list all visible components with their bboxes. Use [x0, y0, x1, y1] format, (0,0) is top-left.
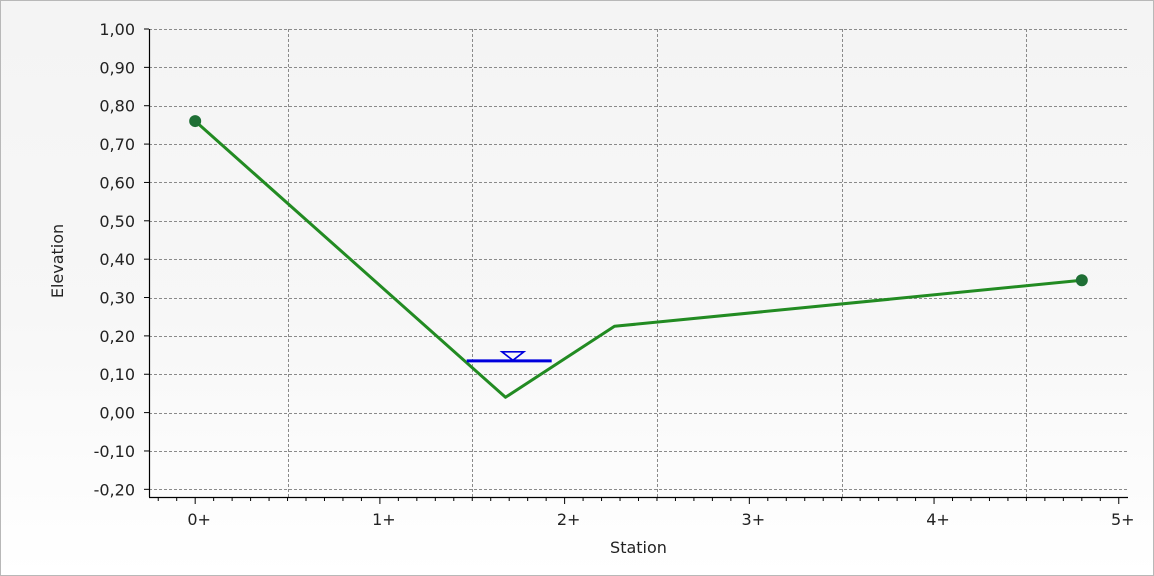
- ground-profile-line: [194, 119, 1082, 399]
- x-tick-labels: 0+ 1+ 2+ 3+ 4+ 5+: [187, 510, 1134, 529]
- endpoint-marker: [189, 115, 202, 128]
- y-tick-label: -0,10: [94, 442, 135, 461]
- series-layer: [189, 115, 1088, 399]
- axes: [144, 28, 1128, 504]
- x-tick-label: 0+: [187, 510, 211, 529]
- y-tick-label: 0,90: [99, 58, 135, 77]
- y-tick-label: 0,00: [99, 404, 135, 423]
- y-tick-label: 0,50: [99, 212, 135, 231]
- x-tick-label: 5+: [1111, 510, 1135, 529]
- x-tick-label: 2+: [557, 510, 581, 529]
- y-tick-label: 1,00: [99, 20, 135, 39]
- y-axis-title: Elevation: [48, 224, 67, 298]
- y-tick-label: 0,10: [99, 365, 135, 384]
- y-tick-label: 0,80: [99, 97, 135, 116]
- x-tick-label: 4+: [926, 510, 950, 529]
- water-level-layer: [466, 351, 552, 363]
- endpoint-marker: [1075, 274, 1088, 287]
- water-level-triangle-icon: [499, 351, 527, 362]
- x-tick-label: 3+: [742, 510, 766, 529]
- grid-lines: [149, 29, 1128, 497]
- y-tick-label: 0,40: [99, 250, 135, 269]
- y-tick-label: 0,60: [99, 173, 135, 192]
- y-tick-label: 0,30: [99, 289, 135, 308]
- plot-area: [149, 29, 1128, 497]
- x-axis-title: Station: [610, 538, 667, 557]
- y-tick-label: 0,20: [99, 327, 135, 346]
- y-tick-label: 0,70: [99, 135, 135, 154]
- x-tick-label: 1+: [372, 510, 396, 529]
- y-tick-label: -0,20: [94, 480, 135, 499]
- y-tick-labels: 1,00 0,90 0,80 0,70 0,60 0,50 0,40 0,30 0,20 0,10…: [94, 20, 135, 499]
